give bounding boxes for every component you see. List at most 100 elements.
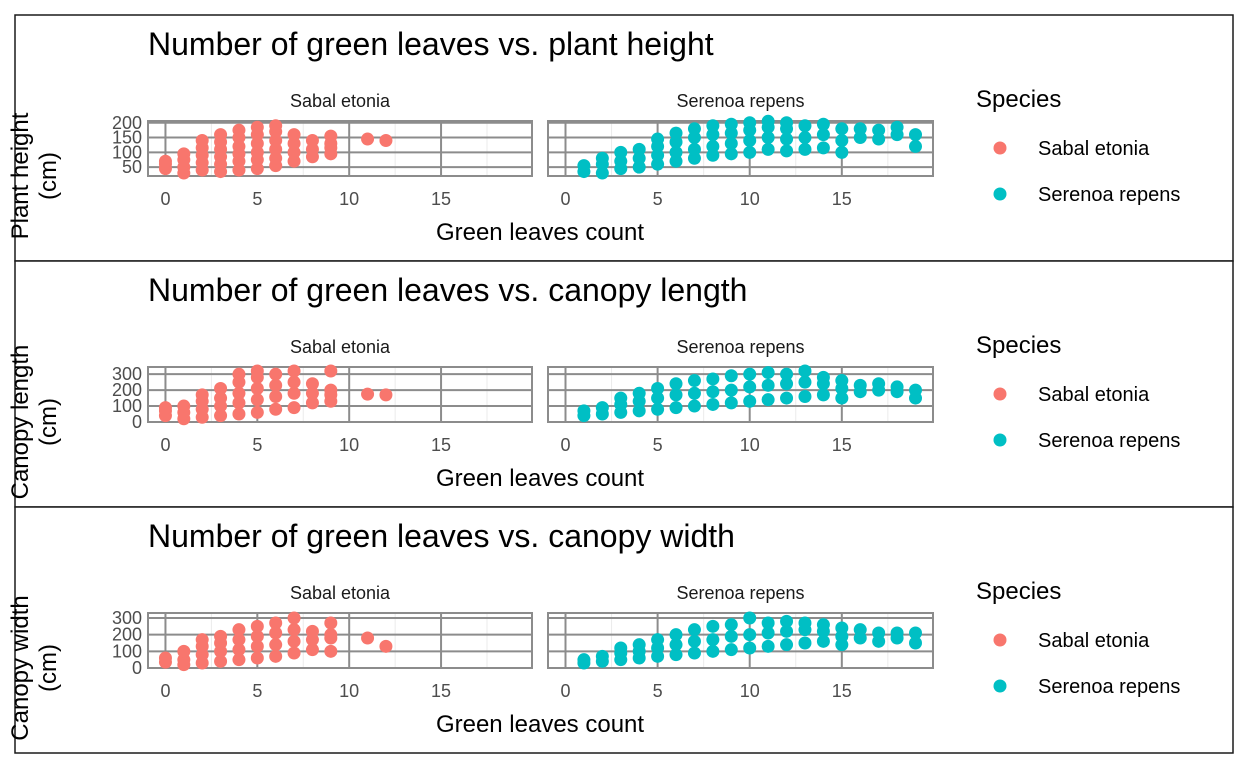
- y-tick-label: 300: [112, 364, 142, 384]
- data-point: [614, 145, 628, 159]
- data-point: [706, 619, 720, 633]
- data-point: [816, 618, 830, 632]
- data-point: [287, 386, 301, 400]
- data-point: [743, 145, 757, 159]
- data-point: [669, 401, 683, 415]
- legend-label: Sabal etonia: [1038, 630, 1150, 652]
- data-point: [669, 388, 683, 402]
- data-point: [232, 386, 246, 400]
- data-point: [232, 633, 246, 647]
- data-point: [724, 147, 738, 161]
- data-point: [632, 142, 646, 156]
- chart-block-2: Number of green leaves vs. canopy length…: [7, 260, 1234, 508]
- data-point: [798, 131, 812, 145]
- x-tick-label: 15: [832, 681, 852, 701]
- data-point: [287, 646, 301, 660]
- legend-label: Serenoa repens: [1038, 430, 1180, 452]
- legend-label: Sabal etonia: [1038, 384, 1150, 406]
- x-axis-label: Green leaves count: [436, 219, 644, 246]
- legend-title: Species: [976, 578, 1061, 605]
- x-tick-label: 0: [160, 681, 170, 701]
- data-point: [305, 643, 319, 657]
- data-point: [687, 386, 701, 400]
- data-point: [706, 644, 720, 658]
- data-point: [195, 388, 209, 402]
- series-points: [158, 364, 393, 426]
- data-point: [379, 639, 393, 653]
- data-point: [269, 119, 283, 133]
- data-point: [379, 134, 393, 148]
- panel-frame: [147, 612, 533, 669]
- series-points: [158, 611, 393, 672]
- data-point: [780, 624, 794, 638]
- data-point: [214, 382, 228, 396]
- data-point: [687, 634, 701, 648]
- data-point: [195, 134, 209, 148]
- data-point: [743, 611, 757, 625]
- data-point: [595, 401, 609, 415]
- data-point: [269, 378, 283, 392]
- data-point: [305, 386, 319, 400]
- data-point: [361, 132, 375, 146]
- data-point: [214, 128, 228, 142]
- data-point: [232, 396, 246, 410]
- data-point: [269, 638, 283, 652]
- x-axis-label: Green leaves count: [436, 465, 644, 492]
- data-point: [232, 643, 246, 657]
- facet-panel-2: Serenoa repens 0 5 10 15: [547, 337, 934, 455]
- y-tick-label: 100: [112, 142, 142, 162]
- legend-key-2: [993, 433, 1007, 447]
- data-point: [761, 142, 775, 156]
- data-point: [706, 139, 720, 153]
- data-point: [798, 616, 812, 630]
- data-point: [305, 377, 319, 391]
- data-point: [706, 633, 720, 647]
- series-points: [577, 364, 922, 423]
- panel-frame: [147, 366, 533, 423]
- data-point: [250, 393, 264, 407]
- data-point: [761, 639, 775, 653]
- data-point: [706, 372, 720, 386]
- data-point: [816, 141, 830, 155]
- data-point: [287, 364, 301, 378]
- data-point: [250, 364, 264, 378]
- data-point: [250, 120, 264, 134]
- data-point: [287, 128, 301, 142]
- x-axis-label: Green leaves count: [436, 711, 644, 738]
- data-point: [724, 396, 738, 410]
- series-points: [577, 611, 922, 670]
- legend-label: Serenoa repens: [1038, 184, 1180, 206]
- data-point: [780, 132, 794, 146]
- x-tick-label: 0: [560, 435, 570, 455]
- y-axis-label: Canopy length(cm): [7, 345, 62, 500]
- x-tick-label: 15: [832, 435, 852, 455]
- data-point: [324, 616, 338, 630]
- panel-frame: [547, 366, 934, 423]
- data-point: [743, 367, 757, 381]
- data-point: [177, 399, 191, 413]
- data-point: [232, 407, 246, 421]
- data-point: [909, 383, 922, 397]
- data-point: [177, 147, 191, 161]
- data-point: [798, 142, 812, 156]
- x-tick-label: 10: [339, 681, 359, 701]
- data-point: [651, 402, 665, 416]
- data-point: [743, 380, 757, 394]
- x-tick-label: 5: [252, 681, 262, 701]
- data-point: [324, 644, 338, 658]
- data-point: [724, 136, 738, 150]
- data-point: [909, 139, 922, 153]
- data-point: [872, 377, 886, 391]
- data-point: [577, 159, 591, 173]
- data-point: [835, 374, 849, 388]
- x-tick-label: 15: [431, 189, 451, 209]
- data-point: [706, 397, 720, 411]
- data-point: [706, 119, 720, 133]
- data-point: [305, 624, 319, 638]
- data-point: [614, 391, 628, 405]
- data-point: [595, 649, 609, 663]
- data-point: [761, 616, 775, 630]
- panel-frame: [147, 120, 533, 177]
- data-point: [158, 401, 172, 415]
